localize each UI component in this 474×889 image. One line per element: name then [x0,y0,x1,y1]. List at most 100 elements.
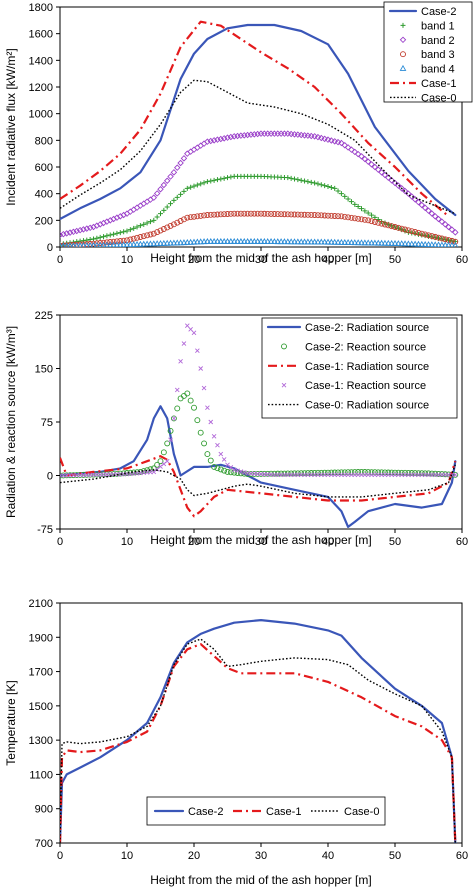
data-point [208,178,214,184]
data-point [64,242,70,247]
data-point [301,470,308,477]
data-point [171,416,177,421]
data-point [287,238,295,245]
series-case-2 [60,619,457,843]
data-point [328,184,334,190]
data-point [60,241,63,247]
data-point [351,148,359,156]
y-tick-label: 800 [35,135,53,147]
data-point [180,155,188,162]
data-point [284,238,292,245]
data-point [204,237,211,244]
data-point [338,238,345,245]
data-point [335,188,341,194]
data-point [418,230,425,237]
data-point [60,230,67,238]
data-point [381,171,389,179]
data-point [342,193,348,199]
data-point [318,134,325,142]
data-point [371,219,378,225]
data-point [274,211,281,218]
data-point [130,206,137,213]
data-point [391,239,399,246]
data-point [332,472,338,478]
data-point [205,405,210,411]
data-point [345,196,351,202]
y-tick-label: 1200 [29,82,53,94]
data-point [399,472,405,478]
data-point [127,241,134,247]
data-point [80,242,87,247]
data-point [211,463,218,470]
legend: Case-2 Case-1 Case-0 [146,796,386,826]
data-point [405,240,412,247]
data-point [382,221,388,228]
series-band-2 [60,130,459,239]
data-point [168,201,174,207]
data-point [163,177,171,185]
legend-label: band 2 [421,35,455,47]
series-line [60,455,457,518]
data-point [127,208,134,215]
data-point [318,182,324,188]
data-point [190,146,198,153]
data-point [170,169,178,176]
legend-label: Case-0 [344,806,379,818]
data-point [388,223,395,230]
data-point [412,472,418,478]
data-point [151,217,157,223]
data-point [285,472,291,478]
data-point [197,212,204,219]
data-point [294,470,301,477]
data-point [452,472,458,478]
data-point [358,153,365,160]
data-point [250,237,258,244]
data-point [267,130,275,137]
data-point [335,472,341,478]
data-point [83,225,91,232]
data-point [421,204,429,212]
data-point [164,204,170,210]
data-point [177,218,184,224]
data-point [180,216,187,223]
data-point [375,219,382,226]
data-point [324,136,332,143]
data-point [329,472,334,478]
data-point [161,461,167,467]
data-point [342,472,348,478]
data-point [452,229,459,236]
data-point [158,211,163,217]
data-point [338,213,345,220]
data-point [318,212,325,219]
data-point [341,141,348,149]
series-line [60,619,457,843]
data-point [151,469,157,475]
data-point [214,136,221,143]
data-point [372,472,378,478]
legend-box [383,1,473,103]
data-point [281,238,288,245]
data-point [217,237,225,244]
legend-item-case-2-radiation-source: Case-2: Radiation source [266,322,429,334]
data-point [117,230,123,236]
data-point [425,241,432,247]
series-line [60,643,457,843]
series-case-1-reaction-source [60,323,458,478]
data-point [271,238,278,245]
data-point [214,465,221,472]
data-point [60,242,63,247]
data-point [264,238,272,244]
data-point [298,470,305,477]
data-point [194,213,201,220]
data-point [292,472,297,478]
legend-item-band-2: band 2 [399,35,455,47]
data-point [364,158,372,165]
data-point [247,210,254,217]
data-point [191,330,197,336]
y-axis-label: Temperature [K] [4,680,18,765]
data-point [314,133,322,141]
data-point [150,230,157,237]
x-tick-label: 60 [456,254,468,266]
data-point [339,472,344,478]
